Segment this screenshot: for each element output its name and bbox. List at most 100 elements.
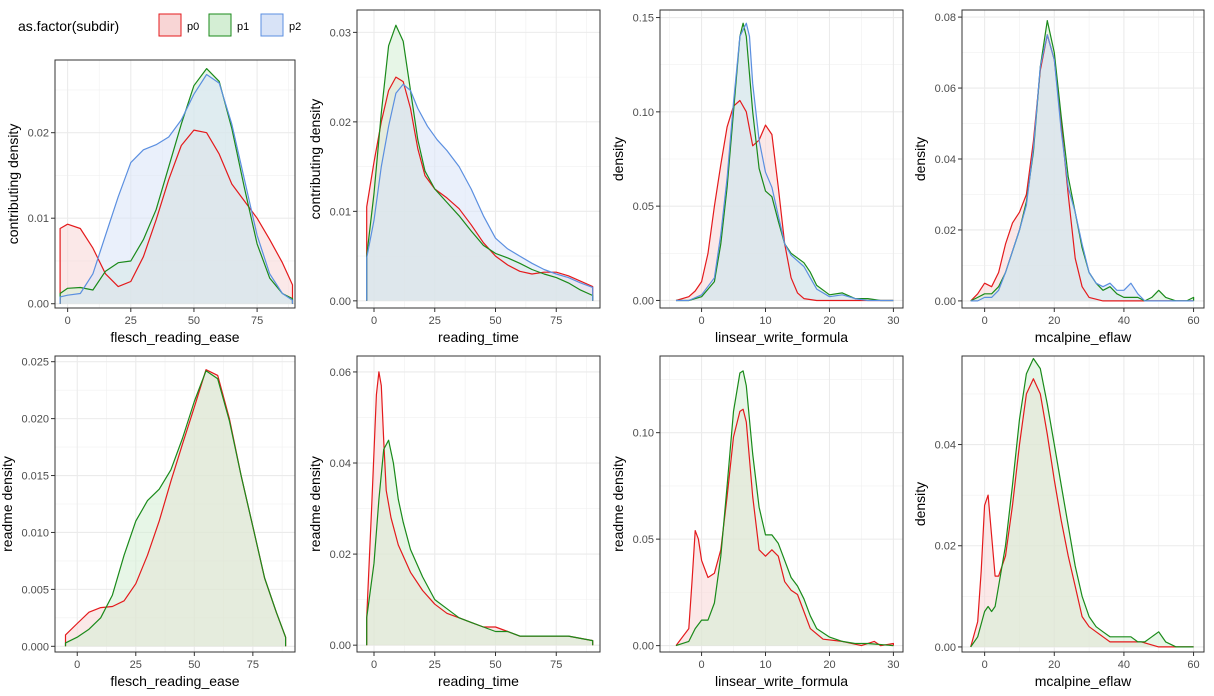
x-tick-label: 40 [1118, 315, 1130, 327]
density-area-p2 [60, 74, 293, 304]
y-tick-label: 0.02 [330, 117, 351, 129]
legend-title: as.factor(subdir) [18, 18, 119, 34]
x-tick-label: 10 [759, 315, 771, 327]
y-axis-title: density [912, 137, 928, 181]
x-tick-label: 20 [1048, 659, 1060, 671]
density-line-p2 [366, 83, 594, 301]
panel-border [659, 9, 904, 309]
y-axis-title: readme density [307, 456, 323, 552]
legend: as.factor(subdir) p0 p1 p2 [18, 13, 301, 37]
panel-2: 0 25 50 75 0.00 0.01 0.02 0.03 reading_time contr… [307, 9, 601, 345]
legend-key-p1 [208, 13, 232, 37]
density-line-p2 [970, 34, 1194, 302]
x-axis-title: mcalpine_eflaw [1035, 329, 1132, 345]
legend-entry-p2: p2 [260, 13, 301, 37]
panel-3: 0 10 20 30 0.00 0.05 0.10 0.15 linsear_write_for… [610, 9, 904, 345]
x-tick-label: 50 [188, 659, 200, 671]
density-panels: 0 25 50 75 0.00 0.01 0.02 flesch_reading_ease co… [0, 9, 1205, 689]
y-tick-label: 0.00 [330, 640, 351, 652]
y-tick-label: 0.02 [935, 541, 956, 553]
density-line-p0 [675, 99, 894, 302]
x-tick-label: 0 [371, 659, 377, 671]
x-tick-label: 75 [550, 659, 562, 671]
y-tick-label: 0.06 [330, 367, 351, 379]
y-tick-label: 0.02 [330, 549, 351, 561]
x-tick-label: 60 [1187, 315, 1199, 327]
x-axis-title: mcalpine_eflaw [1035, 673, 1132, 689]
y-tick-label: 0.00 [633, 295, 654, 307]
density-area-p1 [676, 370, 894, 646]
density-area-p1 [366, 440, 593, 646]
y-tick-label: 0.02 [935, 225, 956, 237]
legend-key-p2 [260, 13, 284, 37]
x-tick-label: 75 [251, 315, 263, 327]
x-tick-label: 0 [699, 315, 705, 327]
density-line-p0 [366, 76, 594, 301]
y-axis-title: contributing density [307, 99, 323, 220]
y-tick-label: 0.06 [935, 83, 956, 95]
y-tick-label: 0.00 [28, 299, 49, 311]
x-tick-label: 20 [1048, 315, 1060, 327]
y-tick-label: 0.08 [935, 12, 956, 24]
x-tick-label: 40 [1118, 659, 1130, 671]
y-tick-label: 0.00 [330, 296, 351, 308]
y-axis-title: contributing density [5, 124, 21, 245]
x-tick-label: 0 [699, 659, 705, 671]
y-tick-label: 0.015 [21, 471, 49, 483]
y-axis-title: readme density [0, 456, 15, 552]
y-tick-label: 0.03 [330, 27, 351, 39]
panel-border [54, 355, 296, 653]
x-tick-label: 20 [823, 315, 835, 327]
x-axis-title: flesch_reading_ease [110, 673, 239, 689]
y-axis-title: density [912, 482, 928, 526]
panel-5: 0 25 50 75 0.000 0.005 0.010 0.015 0.020 0.025 fle… [0, 355, 296, 689]
density-area-p2 [970, 34, 1194, 301]
legend-label-p0: p0 [187, 21, 199, 33]
y-axis-title: density [610, 137, 626, 181]
y-tick-label: 0.010 [21, 527, 49, 539]
x-tick-label: 0 [982, 315, 988, 327]
x-tick-label: 30 [887, 659, 899, 671]
density-line-p1 [676, 22, 894, 302]
density-line-p2 [59, 73, 294, 304]
panel-8: 0 20 40 60 0.00 0.02 0.04 mcalpine_eflaw density [912, 355, 1205, 689]
legend-label-p2: p2 [289, 21, 301, 33]
y-tick-label: 0.00 [633, 641, 654, 653]
x-axis-title: reading_time [438, 329, 519, 345]
legend-entry-p0: p0 [158, 13, 199, 37]
y-tick-label: 0.005 [21, 584, 49, 596]
y-tick-label: 0.000 [21, 641, 49, 653]
y-tick-label: 0.04 [330, 458, 351, 470]
density-area-p2 [366, 84, 593, 301]
y-tick-label: 0.15 [633, 13, 654, 25]
density-line-p1 [64, 370, 287, 647]
x-tick-label: 0 [65, 315, 71, 327]
y-tick-label: 0.10 [633, 428, 654, 440]
x-tick-label: 0 [982, 659, 988, 671]
density-line-p1 [675, 370, 894, 647]
x-tick-label: 50 [489, 659, 501, 671]
density-area-p2 [676, 23, 894, 301]
panel-4: 0 20 40 60 0.00 0.02 0.04 0.06 0.08 mcalpine_efla… [912, 9, 1205, 345]
density-line-p1 [970, 357, 1194, 648]
x-tick-label: 50 [489, 315, 501, 327]
density-line-p1 [366, 24, 594, 301]
y-tick-label: 0.01 [330, 206, 351, 218]
density-area-p1 [65, 370, 286, 647]
x-tick-label: 30 [887, 315, 899, 327]
y-tick-label: 0.00 [935, 296, 956, 308]
x-axis-title: linsear_write_formula [715, 329, 848, 345]
x-tick-label: 10 [759, 659, 771, 671]
density-line-p2 [676, 22, 894, 302]
panel-border [961, 355, 1205, 653]
density-line-p1 [366, 439, 594, 646]
x-tick-label: 25 [125, 315, 137, 327]
panel-7: 0 10 20 30 0.00 0.05 0.10 linsear_write_formula… [610, 355, 904, 689]
x-tick-label: 0 [371, 315, 377, 327]
y-tick-label: 0.05 [633, 201, 654, 213]
x-tick-label: 50 [188, 315, 200, 327]
x-tick-label: 0 [74, 659, 80, 671]
y-axis-title: readme density [610, 456, 626, 552]
density-line-p1 [59, 68, 294, 304]
